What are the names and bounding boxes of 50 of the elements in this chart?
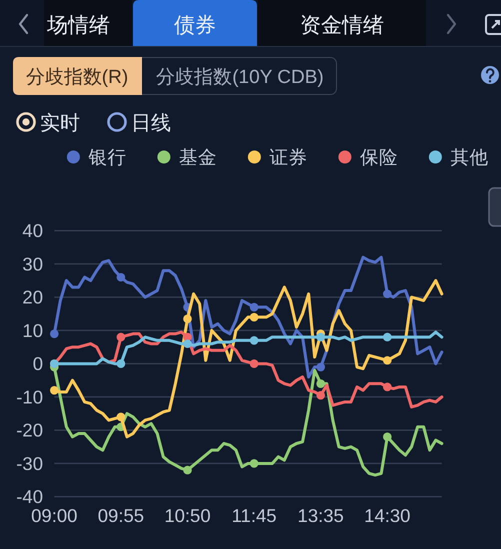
- text: 日线: [131, 112, 171, 134]
- text: 资金情绪: [300, 14, 384, 37]
- y-tick-label: -10: [16, 386, 43, 408]
- text: 债券: [174, 14, 216, 37]
- point: [183, 466, 192, 474]
- y-tick-label: -40: [16, 486, 43, 508]
- point: [250, 302, 258, 312]
- point: [50, 329, 59, 338]
- point: [50, 386, 59, 395]
- y-tick-label: -20: [16, 420, 43, 441]
- point: [250, 336, 258, 345]
- point: [250, 359, 258, 368]
- point: [116, 359, 126, 368]
- point: [383, 356, 392, 365]
- point: [316, 362, 326, 372]
- point: [183, 314, 192, 324]
- y-tick-label: -30: [16, 452, 43, 474]
- legend-label: 其他: [450, 146, 488, 168]
- legend-label: 保险: [360, 146, 398, 168]
- y-tick-label: 40: [22, 220, 43, 242]
- point: [383, 382, 392, 392]
- x-tick-label: 11:45: [232, 505, 277, 526]
- text: 实时: [40, 112, 80, 134]
- legend-label: 证券: [269, 146, 308, 168]
- point: [116, 272, 126, 282]
- point: [250, 312, 258, 322]
- y-tick-label: 20: [22, 286, 43, 308]
- legend-label: 银行: [87, 146, 126, 168]
- point: [250, 459, 258, 468]
- point: [383, 332, 392, 342]
- x-tick-label: 09:55: [98, 505, 144, 526]
- x-tick-label: 13:35: [298, 505, 344, 526]
- point: [383, 290, 392, 298]
- point: [316, 390, 326, 400]
- y-tick-label: 10: [22, 320, 43, 341]
- point: [316, 332, 326, 342]
- point: [383, 432, 392, 442]
- text: 分歧指数(10Y CDB): [156, 67, 324, 88]
- text: 场情绪: [46, 14, 110, 37]
- x-tick-label: 09:00: [31, 505, 78, 526]
- point: [316, 379, 326, 388]
- text: 分歧指数(R): [26, 67, 128, 88]
- y-tick-label: 30: [22, 253, 43, 274]
- point: [116, 412, 126, 422]
- x-tick-label: 10:50: [164, 505, 211, 526]
- legend-label: 基金: [178, 146, 217, 168]
- y-tick-label: 0: [32, 353, 43, 374]
- point: [183, 339, 192, 348]
- x-tick-label: 14:30: [364, 505, 410, 526]
- point: [116, 332, 126, 342]
